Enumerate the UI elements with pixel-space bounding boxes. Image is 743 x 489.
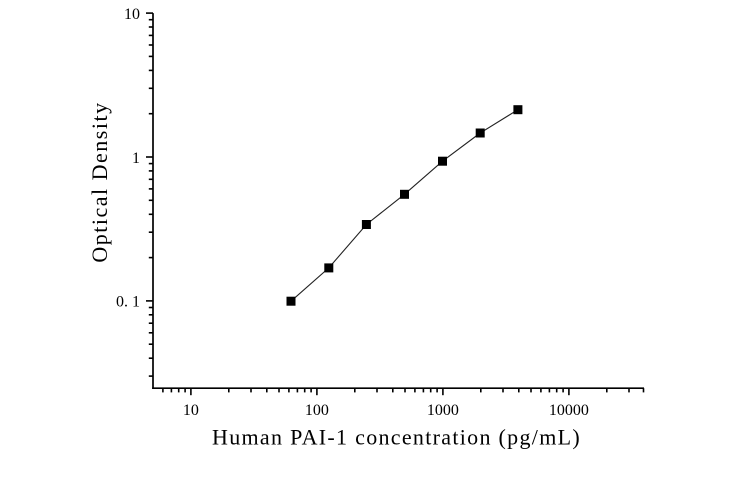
svg-text:100: 100 <box>305 402 329 419</box>
svg-text:10000: 10000 <box>549 402 589 419</box>
svg-text:10: 10 <box>124 6 140 23</box>
svg-text:Human PAI-1 concentration (pg/: Human PAI-1 concentration (pg/mL) <box>212 425 581 450</box>
svg-text:1000: 1000 <box>427 402 459 419</box>
svg-text:Optical Density: Optical Density <box>87 101 112 262</box>
svg-text:10: 10 <box>183 402 199 419</box>
svg-text:1: 1 <box>132 150 140 167</box>
svg-text:0. 1: 0. 1 <box>116 294 140 311</box>
